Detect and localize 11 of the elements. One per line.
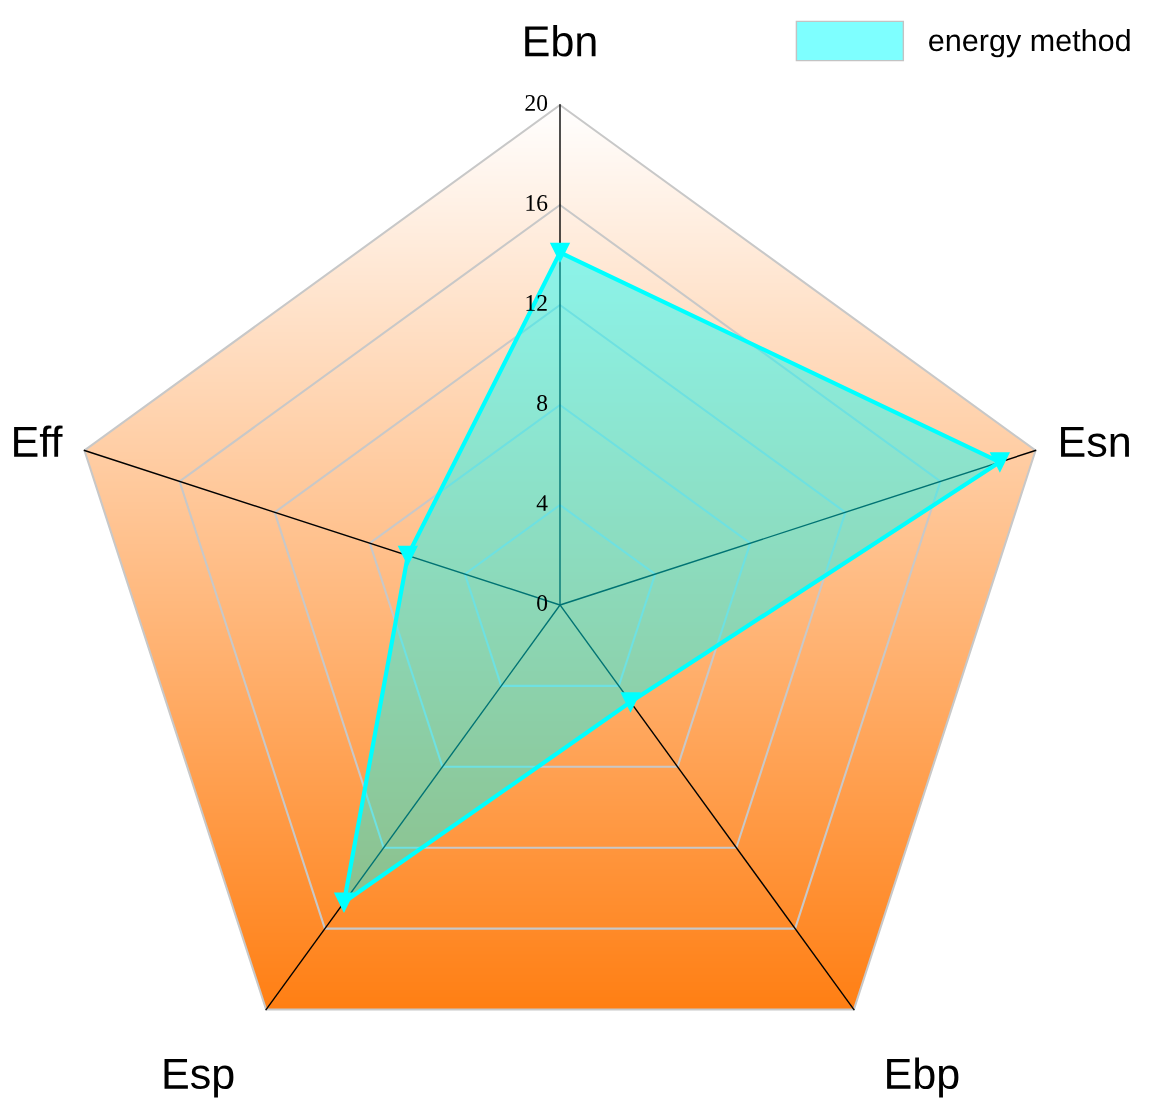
y-tick-label: 8 xyxy=(537,394,548,411)
y-tick-label: 20 xyxy=(525,94,548,111)
legend-label: energy method xyxy=(929,28,1130,58)
spoke-label: Esp xyxy=(164,1059,234,1098)
spoke-label: Esn xyxy=(1061,427,1129,458)
spoke-label: Ebn xyxy=(525,24,596,57)
y-tick-label: 4 xyxy=(536,495,548,511)
y-tick-label: 0 xyxy=(537,594,548,611)
spoke-label: Ebp xyxy=(887,1057,959,1098)
y-tick-label: 16 xyxy=(526,195,548,211)
spoke-label: Eff xyxy=(14,425,63,457)
